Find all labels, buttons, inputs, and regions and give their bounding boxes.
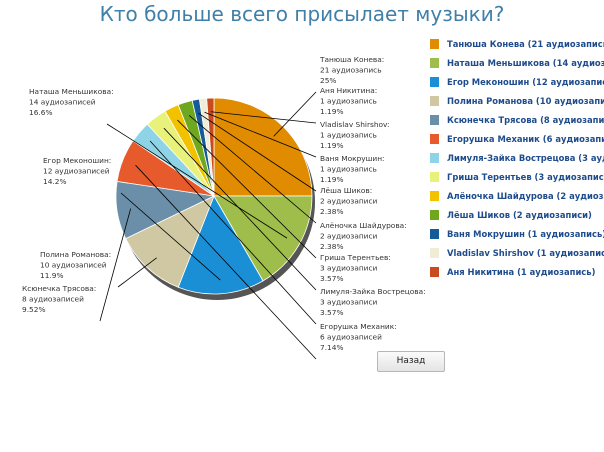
legend-item-12: Аня Никитина (1 аудиозапись) bbox=[430, 262, 604, 281]
legend-swatch bbox=[430, 95, 439, 106]
legend-item-7: Гриша Терентьев (3 аудиозаписи) bbox=[430, 167, 604, 186]
leader-line-12 bbox=[210, 111, 317, 124]
slice-label-9: Лёша Шиков: 2 аудиозаписи 2.38% bbox=[320, 186, 378, 216]
leader-line-5 bbox=[135, 164, 317, 360]
legend-label: Vladislav Shirshov (1 аудиозапись) bbox=[447, 247, 604, 258]
legend-item-5: Егорушка Механик (6 аудиозаписей) bbox=[430, 129, 604, 148]
leader-line-8 bbox=[177, 119, 317, 259]
legend-label: Алёночка Шайдурова (2 аудиозаписи) bbox=[447, 190, 604, 201]
legend-label: Наташа Меньшикова (14 аудиозаписей) bbox=[447, 57, 604, 68]
slice-label-5: Егорушка Механик: 6 аудиозаписей 7.14% bbox=[320, 322, 397, 352]
legend-swatch bbox=[430, 76, 439, 87]
leader-lines bbox=[99, 91, 317, 360]
leader-line-1 bbox=[106, 123, 288, 239]
legend-label: Танюша Конева (21 аудиозапись) bbox=[447, 38, 604, 49]
leader-line-3 bbox=[117, 257, 157, 288]
slice-label-0: Танюша Конева: 21 аудиозапись 25% bbox=[319, 55, 384, 85]
leader-line-4 bbox=[99, 208, 132, 322]
legend-label: Ваня Мокрушин (1 аудиозапись) bbox=[447, 228, 604, 239]
legend-swatch bbox=[430, 38, 439, 49]
slice-label-1: Наташа Меньшикова: 14 аудиозаписей 16.6% bbox=[29, 87, 114, 117]
slice-label-8: Алёночка Шайдурова: 2 аудиозаписи 2.38% bbox=[320, 221, 407, 251]
legend-item-6: Лимуля-Зайка Вострецова (3 аудиозаписи) bbox=[430, 148, 604, 167]
leader-line-2 bbox=[120, 192, 221, 281]
legend-swatch bbox=[430, 133, 439, 144]
legend-swatch bbox=[430, 266, 439, 277]
legend-label: Гриша Терентьев (3 аудиозаписи) bbox=[447, 171, 604, 182]
slice-label-2: Егор Меконошин: 12 аудиозаписей 14.2% bbox=[43, 156, 111, 186]
legend-label: Егорушка Механик (6 аудиозаписей) bbox=[447, 133, 604, 144]
legend-item-1: Наташа Меньшикова (14 аудиозаписей) bbox=[430, 53, 604, 72]
legend-swatch bbox=[430, 171, 439, 182]
leader-line-6 bbox=[149, 140, 317, 325]
legend-swatch bbox=[430, 209, 439, 220]
pie-slices bbox=[115, 97, 315, 300]
leader-line-9 bbox=[188, 115, 317, 224]
legend-label: Лёша Шиков (2 аудиозаписи) bbox=[447, 209, 592, 220]
slice-label-7: Гриша Терентьев: 3 аудиозаписи 3.57% bbox=[320, 253, 391, 283]
legend: Танюша Конева (21 аудиозапись) Наташа Мен… bbox=[430, 34, 604, 281]
pie-slice-2 bbox=[177, 195, 264, 295]
legend-label: Аня Никитина (1 аудиозапись) bbox=[447, 266, 596, 277]
slice-label-6: Лимуля-Зайка Вострецова: 3 аудиозаписи 3.5… bbox=[320, 287, 426, 317]
leader-line-10 bbox=[198, 112, 317, 192]
slice-label-12: Аня Никитина: 1 аудиозапись 1.19% bbox=[320, 86, 377, 116]
legend-item-2: Егор Меконошин (12 аудиозаписей) bbox=[430, 72, 604, 91]
legend-item-11: Vladislav Shirshov (1 аудиозапись) bbox=[430, 243, 604, 262]
leader-line-0 bbox=[273, 91, 317, 137]
legend-swatch bbox=[430, 152, 439, 163]
back-button[interactable]: Назад bbox=[377, 351, 445, 372]
leader-line-11 bbox=[204, 111, 317, 158]
pie-slice-0 bbox=[213, 97, 313, 197]
slice-label-10: Ваня Мокрушин: 1 аудиозапись 1.19% bbox=[320, 154, 385, 184]
legend-label: Лимуля-Зайка Вострецова (3 аудиозаписи) bbox=[447, 152, 604, 163]
legend-item-0: Танюша Конева (21 аудиозапись) bbox=[430, 34, 604, 53]
legend-item-4: Ксюнечка Трясова (8 аудиозаписей) bbox=[430, 110, 604, 129]
legend-swatch bbox=[430, 114, 439, 125]
slice-label-3: Полина Романова: 10 аудиозаписей 11.9% bbox=[40, 250, 111, 280]
slice-labels: Танюша Конева: 21 аудиозапись 25% Наташа Ме… bbox=[22, 55, 426, 352]
legend-item-10: Ваня Мокрушин (1 аудиозапись) bbox=[430, 224, 604, 243]
legend-swatch bbox=[430, 228, 439, 239]
chart-title: Кто больше всего присылает музыки? bbox=[99, 2, 505, 26]
slice-label-4: Ксюнечка Трясова: 8 аудиозаписей 9.52% bbox=[22, 284, 96, 314]
legend-item-9: Лёша Шиков (2 аудиозаписи) bbox=[430, 205, 604, 224]
legend-label: Полина Романова (10 аудиозаписей) bbox=[447, 95, 604, 106]
legend-swatch bbox=[430, 190, 439, 201]
legend-swatch bbox=[430, 57, 439, 68]
legend-label: Егор Меконошин (12 аудиозаписей) bbox=[447, 76, 604, 87]
slice-label-11: Vladislav Shirshov: 1 аудиозапись 1.19% bbox=[320, 120, 390, 150]
legend-item-8: Алёночка Шайдурова (2 аудиозаписи) bbox=[430, 186, 604, 205]
legend-swatch bbox=[430, 247, 439, 258]
leader-line-7 bbox=[163, 127, 317, 291]
legend-label: Ксюнечка Трясова (8 аудиозаписей) bbox=[447, 114, 604, 125]
legend-item-3: Полина Романова (10 аудиозаписей) bbox=[430, 91, 604, 110]
